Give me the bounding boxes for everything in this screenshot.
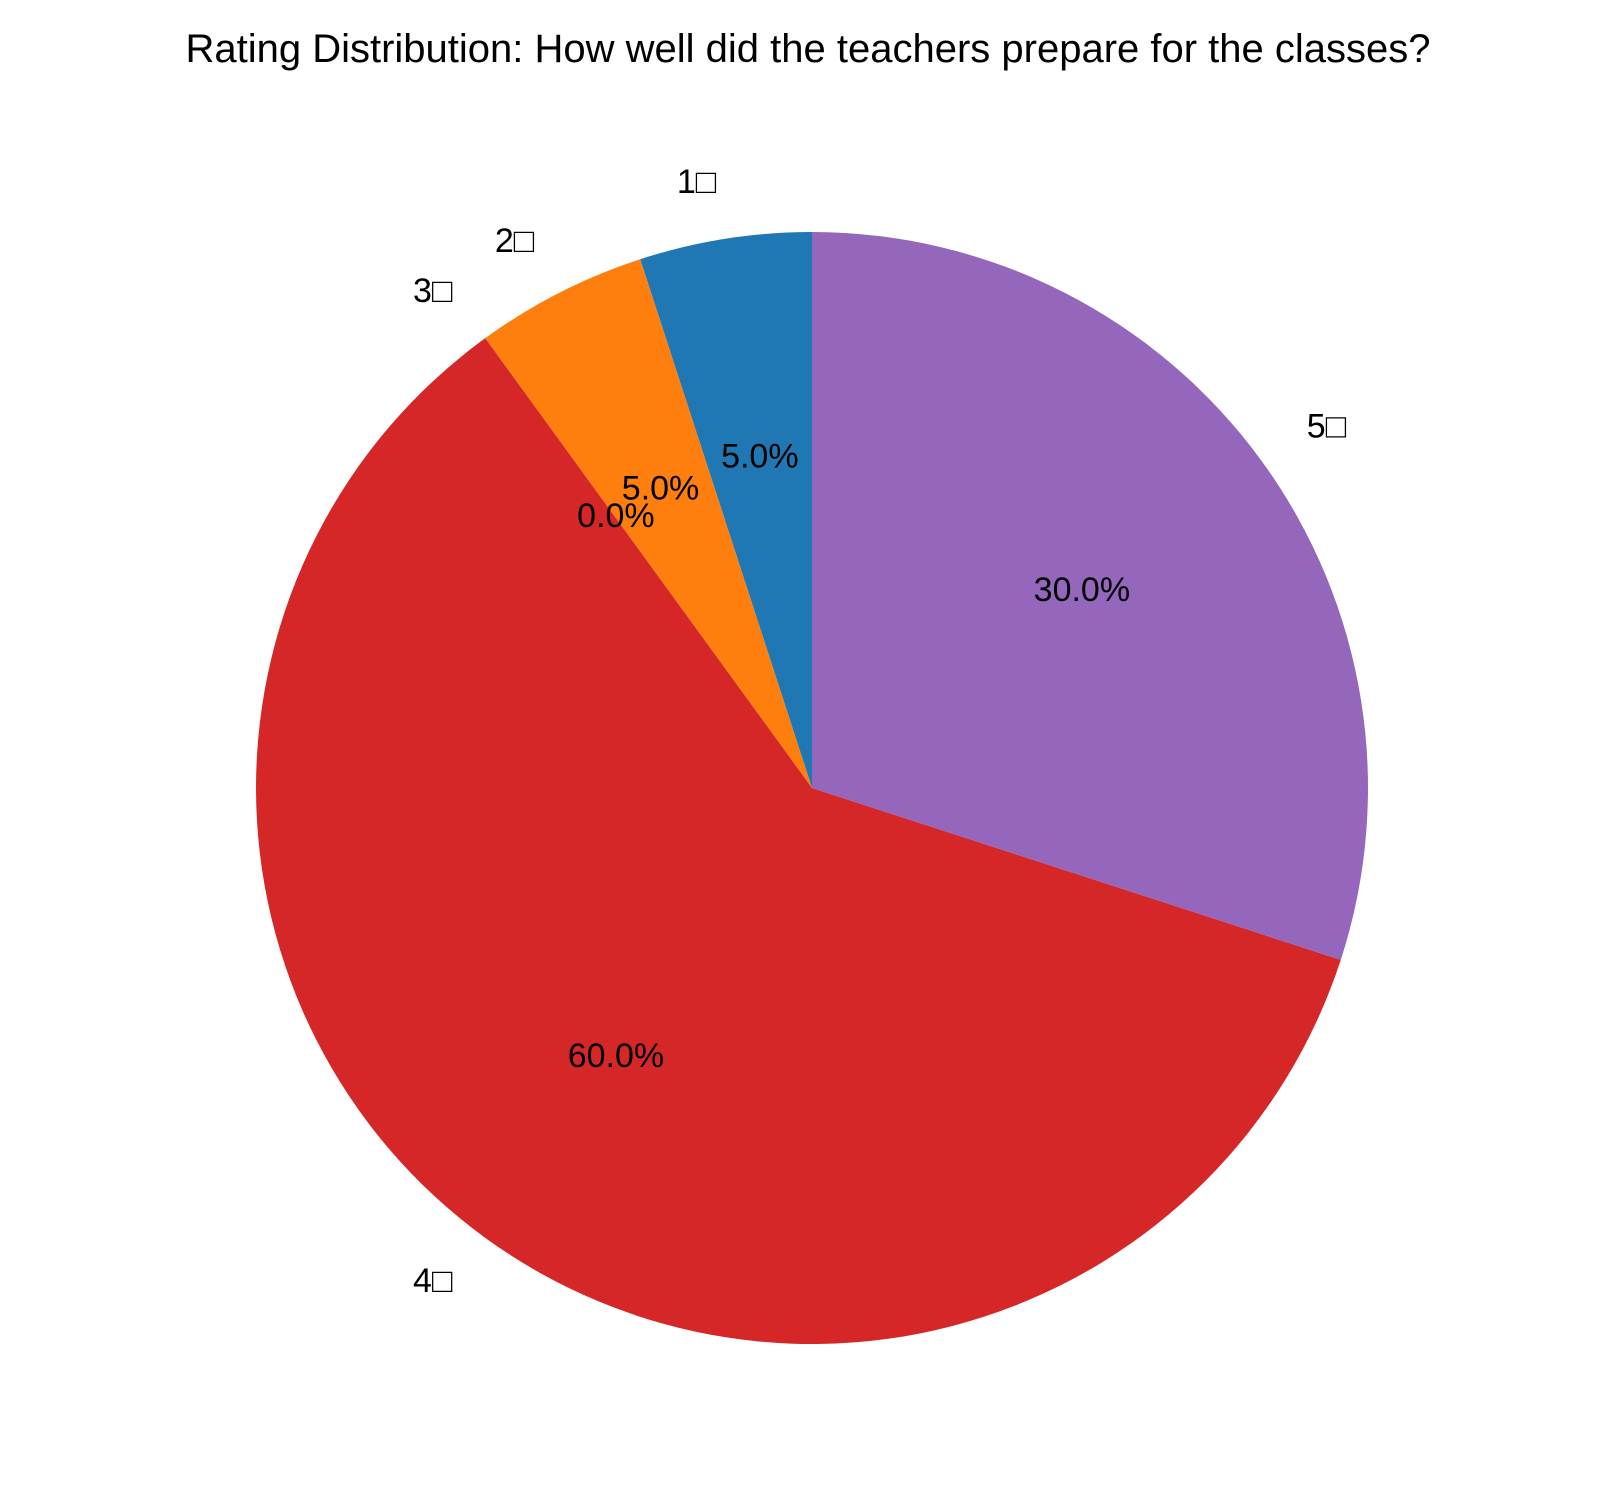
percent-label-2: 5.0% — [622, 470, 700, 508]
percent-label-4: 60.0% — [568, 1037, 664, 1075]
chart-title: Rating Distribution: How well did the te… — [185, 27, 1430, 71]
pie-slice-4 — [256, 338, 1341, 1344]
category-label-4: 4□ — [413, 1262, 453, 1300]
pie-labels: 1□ 5.0% 2□ 5.0% 3□ 0.0% 4□ 60.0% 5□ 30.0% — [413, 163, 1347, 1300]
percent-label-3: 0.0% — [577, 497, 655, 535]
pie-slice-5 — [812, 232, 1369, 960]
category-label-5: 5□ — [1307, 407, 1347, 445]
percent-label-5: 30.0% — [1034, 571, 1130, 609]
percent-label-1: 5.0% — [721, 437, 799, 475]
pie-slice-1 — [640, 232, 812, 788]
category-label-2: 2□ — [495, 222, 535, 260]
pie-slice-2 — [485, 259, 812, 788]
category-label-3: 3□ — [413, 272, 453, 310]
category-label-1: 1□ — [677, 163, 717, 201]
pie-slices — [256, 232, 1369, 1344]
